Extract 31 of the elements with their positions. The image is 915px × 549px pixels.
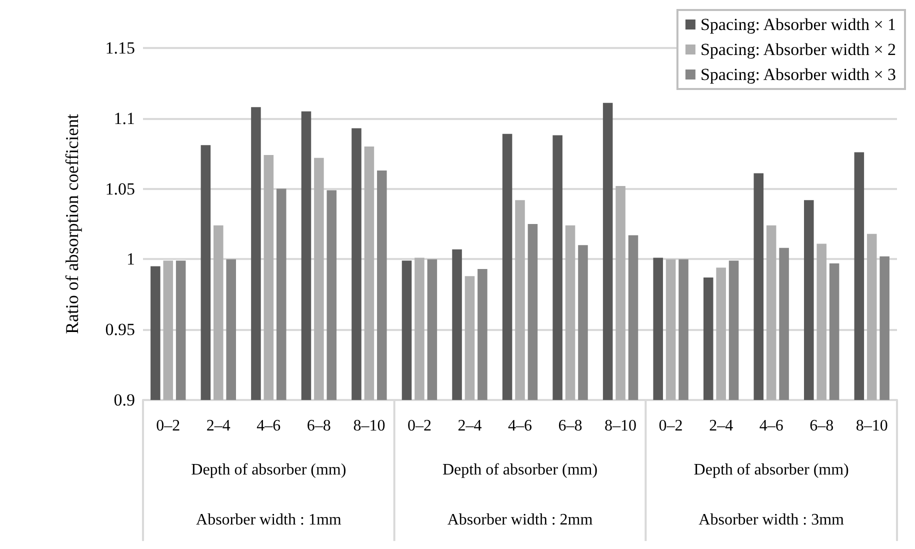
x-tick-label: 4–6 [256,418,281,434]
x-tick-label: 6–8 [810,418,834,434]
text: Depth of absorber (mm) [191,462,346,478]
x-tick-label: 6–8 [306,418,331,434]
text: Absorber width : 1mm [196,512,342,528]
y-tick-label: 1.1 [114,108,135,128]
y-tick-label: 1 [126,250,135,269]
legend-label: Spacing: Absorber width × 2 [700,40,896,59]
x-tick-label: 0–2 [407,418,432,434]
x-tick-label: 4–6 [508,418,532,434]
y-tick-label: 1.15 [105,38,135,58]
x-tick-label: 2–4 [206,418,230,434]
y-tick-label: 1.05 [105,179,135,198]
y-tick-label: 0.9 [114,390,135,410]
text: Depth of absorber (mm) [442,462,598,478]
x-tick-label: 0–2 [658,418,683,434]
legend-label: Spacing: Absorber width × 1 [700,15,896,34]
x-tick-label: 2–4 [709,418,734,434]
text: Absorber width : 2mm [447,512,594,528]
x-tick-label: 6–8 [558,418,582,434]
x-tick-label: 2–4 [458,418,482,434]
text: Absorber width : 3mm [698,512,845,528]
text: Depth of absorber (mm) [694,462,849,478]
x-tick-label: 8–10 [604,418,637,434]
x-tick-label: 4–6 [759,418,784,434]
x-tick-label: 8–10 [353,418,386,434]
y-tick-label: 0.95 [105,320,135,340]
x-tick-label: 0–2 [156,418,180,434]
legend-label: Spacing: Absorber width × 3 [700,65,896,84]
y-axis-title: Ratio of absorption coefficient [62,114,82,334]
x-tick-label: 8–10 [856,418,888,434]
